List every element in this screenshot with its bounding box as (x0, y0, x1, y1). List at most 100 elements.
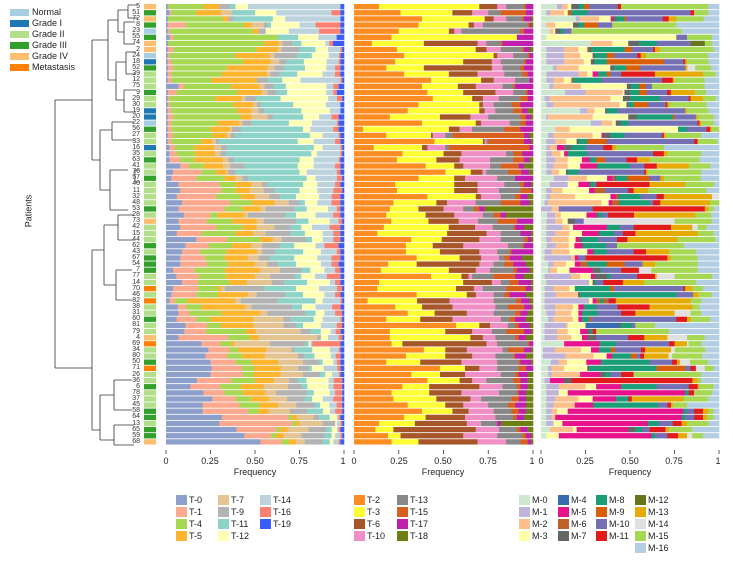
bar-segment-t-5 (215, 95, 243, 102)
bar-segment-t-9 (274, 53, 297, 59)
bar-segment-m-0 (541, 273, 545, 280)
bar-segment-t-12 (307, 384, 329, 390)
bar-segment-m-11 (637, 53, 641, 59)
bar-segment-t-10 (493, 77, 516, 83)
bar-segment-t-9 (301, 433, 325, 439)
bar-segment-t-18 (529, 298, 534, 304)
bar-segment-t-11 (278, 261, 297, 267)
bar-segment-m-0 (541, 151, 547, 157)
bar-segment-m-11 (592, 206, 706, 212)
bar-segment-t-18 (531, 181, 534, 188)
bar-segment-m-8 (594, 59, 608, 65)
bar-segment-m-10 (613, 230, 624, 237)
patient-label: 79 (132, 327, 140, 335)
bar-segment-t-9 (302, 371, 321, 378)
bar-segment-m-2 (551, 169, 560, 175)
bar-segment-t-10 (454, 28, 462, 34)
bar-segment-t-19 (340, 132, 345, 139)
bar-segment-m-0 (541, 187, 547, 194)
bar-segment-t-17 (513, 261, 527, 267)
bar-segment-t-1 (202, 408, 249, 414)
bar-segment-t-19 (338, 114, 345, 120)
bar-segment-t-5 (260, 236, 274, 243)
bar-segment-m-5 (581, 335, 588, 341)
bar-segment-t-19 (340, 292, 345, 298)
bar-segment-t-15 (525, 89, 528, 96)
bar-segment-t-9 (240, 298, 279, 304)
bar-segment-m-7 (565, 169, 568, 175)
bar-segment-t-6 (475, 120, 482, 126)
grade-cell (144, 414, 156, 421)
legend-label: Metastasis (32, 62, 76, 72)
bar-segment-t-16 (335, 65, 341, 71)
bar-segment-m-10 (686, 126, 707, 132)
bar-segment-t-4 (221, 187, 236, 194)
bar-segment-m-2 (564, 46, 579, 53)
bar-segment-t-17 (524, 46, 530, 53)
bar-segment-m-0 (541, 59, 547, 65)
bar-segment-t-19 (340, 304, 345, 310)
bar-segment-t-5 (241, 353, 266, 359)
bar-segment-t-16 (336, 120, 339, 126)
bar-segment-t-6 (454, 181, 478, 188)
bar-segment-m-0 (541, 157, 547, 163)
bar-segment-t-1 (169, 144, 176, 151)
bar-segment-t-7 (255, 273, 271, 280)
bar-segment-t-5 (187, 298, 236, 304)
bar-segment-t-11 (244, 163, 299, 169)
bar-segment-m-1 (546, 151, 552, 157)
bar-segment-t-17 (518, 390, 527, 396)
bar-segment-m-5 (574, 261, 581, 267)
bar-segment-t-4 (169, 53, 236, 59)
bar-segment-m-1 (546, 10, 551, 16)
bar-segment-t-9 (231, 126, 242, 132)
bar-segment-m-0 (541, 114, 547, 120)
grade-cell (144, 71, 156, 77)
bar-segment-m-16 (704, 83, 720, 89)
bar-segment-t-3 (395, 181, 455, 188)
bar-segment-t-13 (490, 163, 502, 169)
bar-segment-m-10 (596, 335, 629, 341)
grade-cell (144, 151, 156, 157)
bar-segment-m-7 (622, 95, 631, 102)
bar-segment-t-18 (529, 267, 534, 273)
bar-segment-m-5 (607, 175, 613, 181)
bar-segment-t-18 (524, 163, 534, 169)
legend-swatch (635, 519, 646, 529)
bar-segment-m-8 (615, 396, 629, 402)
legend-item-t-17: T-17 (397, 519, 428, 529)
grade-cell (144, 218, 156, 224)
bar-segment-t-14 (310, 341, 313, 347)
grade-cell (144, 347, 156, 353)
dendrogram (54, 4, 140, 446)
bar-segment-m-16 (713, 230, 720, 237)
bar-segment-m-2 (549, 95, 611, 102)
bar-segment-t-19 (338, 83, 345, 89)
bar-segment-t-19 (342, 151, 345, 157)
bar-segment-t-2 (354, 230, 378, 237)
bar-segment-t-18 (525, 292, 534, 298)
bar-segment-t-4 (171, 108, 238, 114)
legend-item-t-9: T-9 (218, 507, 244, 517)
bar-segment-t-17 (529, 22, 532, 28)
bar-segment-t-18 (524, 414, 534, 421)
bar-segment-t-17 (529, 341, 534, 347)
bar-segment-m-11 (637, 273, 656, 280)
bar-segment-m-15 (711, 126, 720, 132)
bar-segment-m-5 (601, 132, 604, 139)
bar-segment-t-7 (269, 53, 275, 59)
patient-label: 56 (132, 125, 140, 133)
bar-segment-m-2 (551, 371, 581, 378)
bar-segment-t-6 (429, 384, 480, 390)
bar-segment-m-2 (571, 273, 581, 280)
patient-label: 53 (132, 204, 140, 212)
bar-segment-t-5 (291, 414, 298, 421)
bar-segment-m-13 (702, 408, 709, 414)
bar-segment-m-10 (605, 157, 627, 163)
grade-cell (144, 83, 156, 89)
bar-segment-t-5 (264, 40, 280, 47)
bar-segment-t-5 (237, 108, 252, 114)
bar-segment-m-10 (610, 371, 622, 378)
bar-segment-t-5 (221, 322, 254, 329)
bar-segment-t-2 (354, 298, 368, 304)
